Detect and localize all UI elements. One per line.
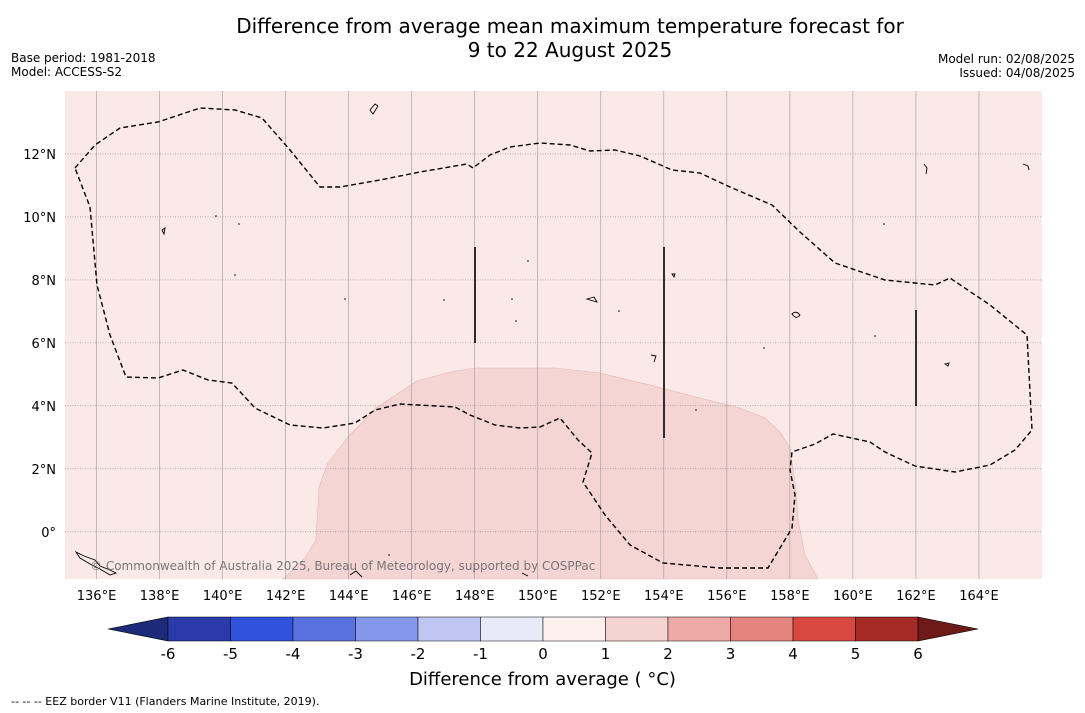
island-10 [521, 572, 529, 577]
colorbar-tick-label: 1 [601, 645, 611, 663]
colorbar-segment [167, 616, 231, 642]
colorbar-segment [792, 616, 856, 642]
title-line-2: 9 to 22 August 2025 [467, 38, 673, 62]
island-3 [585, 296, 598, 303]
lon-tick-label: 136°E [77, 589, 117, 604]
small-islets [215, 215, 885, 556]
colorbar-tick-label: 6 [913, 645, 923, 663]
colorbar [107, 616, 979, 642]
islands [74, 103, 1030, 578]
lon-tick-label: 146°E [392, 589, 432, 604]
lat-tick-label: 0° [41, 526, 56, 541]
title-line-1: Difference from average mean maximum tem… [236, 14, 904, 38]
colorbar-segment [292, 616, 356, 642]
lon-tick-label: 158°E [770, 589, 810, 604]
latitude-labels: 0° 2°N 4°N 6°N 8°N 10°N 12°N [23, 148, 56, 541]
island-9 [349, 570, 363, 578]
model-name: Model: ACCESS-S2 [11, 65, 123, 79]
colorbar-tick-label: 2 [663, 645, 673, 663]
colorbar-tick-label: -4 [286, 645, 301, 663]
copyright-notice: © Commonwealth of Australia 2025, Bureau… [90, 559, 595, 573]
lon-tick-label: 140°E [203, 589, 243, 604]
lon-tick-label: 148°E [455, 589, 495, 604]
colorbar-tick-label: 5 [851, 645, 861, 663]
lon-tick-label: 156°E [707, 589, 747, 604]
lon-tick-label: 160°E [833, 589, 873, 604]
colorbar-segment [542, 616, 606, 642]
island-4 [791, 311, 801, 318]
issued-date: Issued: 04/08/2025 [959, 66, 1075, 80]
meta-left: Base period: 1981-2018 Model: ACCESS-S2 [11, 51, 156, 79]
lat-tick-label: 10°N [23, 211, 56, 226]
lat-tick-label: 4°N [32, 400, 57, 415]
colorbar-segment [605, 616, 669, 642]
island-8 [74, 550, 118, 576]
anomaly-region [282, 367, 819, 580]
colorbar-tick-label: -6 [161, 645, 176, 663]
meta-right: Model run: 02/08/2025 Issued: 04/08/2025 [938, 52, 1075, 80]
island-5 [943, 362, 950, 367]
island-12 [923, 163, 928, 175]
island-2 [161, 227, 166, 236]
longitude-labels: 136°E 138°E 140°E 142°E 144°E 146°E 148°E 150°E… [77, 589, 999, 604]
colorbar-tick-label: 4 [788, 645, 798, 663]
eez-legend-footnote: -- -- -- EEZ border V11 (Flanders Marine… [11, 695, 320, 708]
graticule [65, 91, 1042, 579]
colorbar-tick-label: -3 [348, 645, 363, 663]
colorbar-under-extension [107, 616, 169, 642]
colorbar-segment [855, 616, 919, 642]
model-run: Model run: 02/08/2025 [937, 52, 1075, 66]
lat-tick-label: 12°N [23, 148, 56, 163]
lon-tick-label: 138°E [140, 589, 180, 604]
colorbar-tick-label: -2 [411, 645, 426, 663]
colorbar-label: Difference from average ( °C) [409, 669, 676, 690]
lon-tick-label: 144°E [329, 589, 369, 604]
colorbar-segment [355, 616, 419, 642]
lon-tick-label: 142°E [266, 589, 306, 604]
island-11 [1022, 163, 1030, 171]
colorbar-tick-label: -1 [473, 645, 488, 663]
lon-tick-label: 154°E [644, 589, 684, 604]
colorbar-tick-label: 3 [726, 645, 736, 663]
lat-tick-label: 2°N [32, 463, 57, 478]
colorbar-segment [230, 616, 294, 642]
eez-border-west [74, 107, 1033, 569]
colorbar-over-extension [917, 616, 979, 642]
lat-tick-label: 6°N [32, 337, 57, 352]
island-6 [671, 273, 676, 279]
base-period: Base period: 1981-2018 [11, 51, 156, 65]
map-title: Difference from average mean maximum tem… [0, 14, 1085, 62]
colorbar-tick-label: -5 [223, 645, 238, 663]
lon-tick-label: 164°E [959, 589, 999, 604]
lon-tick-label: 162°E [896, 589, 936, 604]
lon-tick-label: 152°E [581, 589, 621, 604]
colorbar-segment [667, 616, 731, 642]
island-1 [369, 103, 379, 115]
colorbar-segment [417, 616, 481, 642]
colorbar-segment [480, 616, 544, 642]
lon-tick-label: 150°E [518, 589, 558, 604]
colorbar-tick-labels: -6 -5 -4 -3 -2 -1 0 1 2 3 4 5 6 [161, 645, 923, 663]
island-7 [650, 354, 657, 363]
colorbar-segment [730, 616, 794, 642]
lat-tick-label: 8°N [32, 274, 57, 289]
colorbar-tick-label: 0 [538, 645, 548, 663]
